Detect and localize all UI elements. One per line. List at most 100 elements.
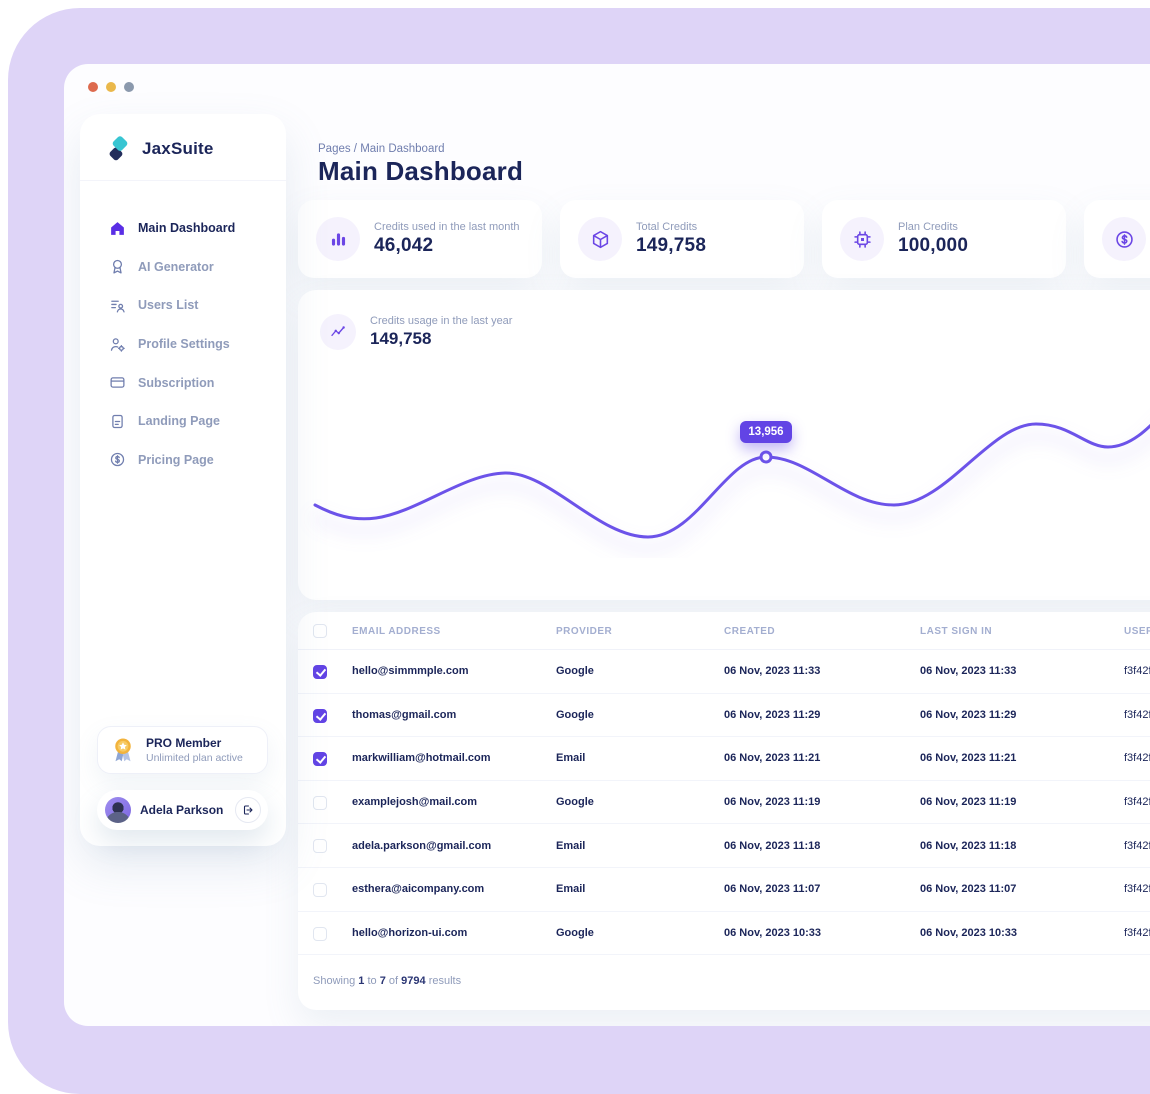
- row-checkbox[interactable]: [313, 926, 327, 941]
- cell-email: hello@simmmple.com: [352, 665, 469, 678]
- sidebar-nav: Main Dashboard AI Generator Users List P…: [80, 209, 286, 479]
- minimize-window-button[interactable]: [106, 82, 116, 92]
- cell-user-uid: f3f42fc-: [1124, 926, 1150, 939]
- user-gear-icon: [109, 336, 126, 353]
- cell-email: thomas@gmail.com: [352, 708, 457, 721]
- document-icon: [109, 413, 126, 430]
- logout-button[interactable]: [235, 797, 261, 823]
- cell-provider: Email: [556, 839, 586, 852]
- usage-chart-card: Credits usage in the last year 149,758 1…: [298, 290, 1150, 600]
- stat-value: 149,758: [636, 235, 707, 256]
- row-checkbox[interactable]: [313, 882, 327, 897]
- stat-label: Plan Credits: [898, 221, 958, 233]
- cube-icon: [578, 217, 622, 261]
- sidebar-divider: [80, 180, 286, 181]
- cell-user-uid: f3f42fc-: [1124, 708, 1150, 721]
- table-row: hello@horizon-ui.com Google 06 Nov, 2023…: [298, 912, 1150, 956]
- row-checkbox[interactable]: [313, 839, 327, 854]
- user-name: Adela Parkson: [140, 803, 224, 817]
- stat-card: Plan Credits 100,000: [822, 200, 1066, 278]
- row-checkbox[interactable]: [313, 708, 327, 723]
- row-checkbox[interactable]: [313, 665, 327, 679]
- cell-user-uid: f3f42fc-: [1124, 665, 1150, 678]
- avatar: [105, 797, 131, 823]
- chart-tooltip: 13,956: [740, 421, 792, 443]
- award-icon: [109, 258, 126, 275]
- select-all-checkbox[interactable]: [313, 624, 327, 638]
- cell-created: 06 Nov, 2023 11:18: [724, 839, 821, 852]
- cell-last-sign-in: 06 Nov, 2023 11:29: [920, 708, 1017, 721]
- cell-last-sign-in: 06 Nov, 2023 11:19: [920, 796, 1017, 809]
- pro-member-card: PRO Member Unlimited plan active: [97, 726, 268, 774]
- window-controls: [88, 82, 134, 92]
- cell-email: hello@horizon-ui.com: [352, 926, 468, 939]
- cell-created: 06 Nov, 2023 10:33: [724, 926, 822, 939]
- stat-card: Total Credits 149,758: [560, 200, 804, 278]
- sidebar-nav-item[interactable]: Profile Settings: [80, 325, 286, 364]
- table-body: hello@simmmple.com Google 06 Nov, 2023 1…: [298, 650, 1150, 956]
- cell-created: 06 Nov, 2023 11:19: [724, 796, 821, 809]
- cell-provider: Google: [556, 926, 594, 939]
- sidebar-nav-item[interactable]: Pricing Page: [80, 441, 286, 480]
- stat-cards: Credits used in the last month 46,042 To…: [298, 200, 1150, 278]
- stat-card: Credits used in the last month 46,042: [298, 200, 542, 278]
- zoom-window-button[interactable]: [124, 82, 134, 92]
- chart-total: 149,758: [370, 329, 432, 348]
- table-row: esthera@aicompany.com Email 06 Nov, 2023…: [298, 868, 1150, 912]
- nav-item-label: Users List: [138, 298, 199, 313]
- chip-icon: [840, 217, 884, 261]
- sidebar-nav-item[interactable]: Main Dashboard: [80, 209, 286, 248]
- stat-label: Credits used in the last month: [374, 221, 520, 233]
- sidebar-nav-item[interactable]: Subscription: [80, 363, 286, 402]
- nav-item-label: Subscription: [138, 375, 215, 390]
- column-header-user-uid: USER UID: [1124, 626, 1150, 637]
- chart-header: Credits usage in the last year 149,758: [320, 314, 512, 350]
- nav-item-label: AI Generator: [138, 259, 214, 274]
- nav-item-label: Main Dashboard: [138, 221, 236, 236]
- sidebar-nav-item[interactable]: Landing Page: [80, 402, 286, 441]
- sidebar: JaxSuite Main Dashboard AI Generator Use…: [80, 114, 286, 846]
- cell-last-sign-in: 06 Nov, 2023 11:07: [920, 883, 1017, 896]
- dollar-icon: [109, 451, 126, 468]
- cell-user-uid: f3f42fc-: [1124, 796, 1150, 809]
- table-row: adela.parkson@gmail.com Email 06 Nov, 20…: [298, 824, 1150, 868]
- table-row: examplejosh@mail.com Google 06 Nov, 2023…: [298, 781, 1150, 825]
- page-title: Main Dashboard: [318, 156, 524, 186]
- usage-line: [313, 422, 1150, 539]
- credit-card-icon: [109, 374, 126, 391]
- nav-item-label: Pricing Page: [138, 452, 214, 467]
- cell-provider: Google: [556, 796, 594, 809]
- table-row: hello@simmmple.com Google 06 Nov, 2023 1…: [298, 650, 1150, 694]
- cell-user-uid: f3f42fc-: [1124, 839, 1150, 852]
- jaxsuite-logo-icon: [109, 136, 128, 161]
- logo: JaxSuite: [80, 114, 286, 162]
- cell-provider: Google: [556, 708, 594, 721]
- app-name: JaxSuite: [142, 139, 214, 158]
- row-checkbox[interactable]: [313, 752, 327, 767]
- line-chart-icon: [320, 314, 356, 350]
- cell-created: 06 Nov, 2023 11:29: [724, 708, 821, 721]
- cell-provider: Email: [556, 883, 586, 896]
- table-row: thomas@gmail.com Google 06 Nov, 2023 11:…: [298, 694, 1150, 738]
- stat-value: 100,000: [898, 235, 969, 256]
- stat-card: [1084, 200, 1150, 278]
- sidebar-nav-item[interactable]: Users List: [80, 286, 286, 325]
- bar-chart-icon: [316, 217, 360, 261]
- column-header-email: EMAIL ADDRESS: [352, 626, 441, 637]
- data-point-marker: [759, 450, 773, 464]
- cell-created: 06 Nov, 2023 11:21: [724, 752, 821, 765]
- table-row: markwilliam@hotmail.com Email 06 Nov, 20…: [298, 737, 1150, 781]
- user-profile[interactable]: Adela Parkson: [97, 790, 268, 830]
- cell-last-sign-in: 06 Nov, 2023 11:18: [920, 839, 1017, 852]
- breadcrumb[interactable]: Pages / Main Dashboard: [318, 143, 445, 155]
- chart-title: Credits usage in the last year: [370, 315, 513, 327]
- pro-member-subtitle: Unlimited plan active: [146, 752, 243, 764]
- sidebar-nav-item[interactable]: AI Generator: [80, 248, 286, 287]
- row-checkbox[interactable]: [313, 795, 327, 810]
- close-window-button[interactable]: [88, 82, 98, 92]
- cell-email: adela.parkson@gmail.com: [352, 839, 492, 852]
- cell-created: 06 Nov, 2023 11:07: [724, 883, 821, 896]
- medal-icon: [115, 738, 131, 762]
- pro-member-title: PRO Member: [146, 736, 222, 750]
- cell-provider: Email: [556, 752, 586, 765]
